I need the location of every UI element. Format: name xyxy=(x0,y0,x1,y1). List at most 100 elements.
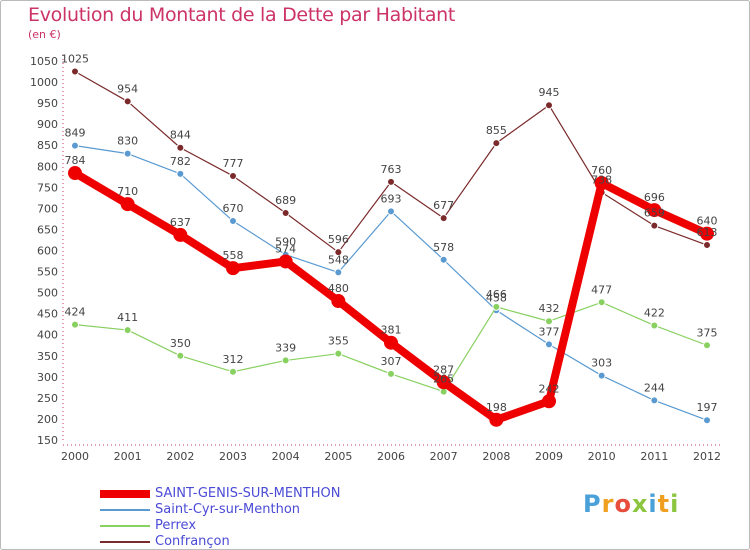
y-tick-label: 700 xyxy=(37,202,58,215)
y-tick-label: 650 xyxy=(37,223,58,236)
y-tick-label: 850 xyxy=(37,139,58,152)
x-tick-label: 2007 xyxy=(430,450,458,463)
legend-label: Confrançon xyxy=(155,534,230,549)
x-tick-label: 2011 xyxy=(640,450,668,463)
logo-letter: r xyxy=(601,490,615,518)
data-point xyxy=(278,254,293,269)
chart-title: Evolution du Montant de la Dette par Hab… xyxy=(28,4,456,26)
data-point xyxy=(703,341,711,350)
data-point xyxy=(281,356,290,365)
data-label: 689 xyxy=(275,194,296,207)
x-tick-label: 2001 xyxy=(114,450,142,463)
data-label: 855 xyxy=(486,124,507,137)
data-point xyxy=(68,166,82,181)
data-label: 954 xyxy=(117,82,138,95)
y-tick-label: 400 xyxy=(37,329,58,342)
data-label: 574 xyxy=(275,242,296,255)
legend: SAINT-GENIS-SUR-MENTHON Saint-Cyr-sur-Men… xyxy=(100,486,340,550)
data-point xyxy=(597,298,606,307)
data-label: 777 xyxy=(223,157,244,170)
y-tick-label: 500 xyxy=(37,287,58,300)
y-tick-label: 800 xyxy=(37,160,58,173)
data-label: 244 xyxy=(644,381,665,394)
data-point xyxy=(703,241,711,250)
x-tick-label: 2010 xyxy=(588,450,616,463)
data-label: 477 xyxy=(591,283,612,296)
data-point xyxy=(123,97,132,106)
logo-letter: o xyxy=(614,490,632,518)
data-label: 381 xyxy=(381,324,402,337)
data-point xyxy=(176,169,185,178)
y-tick-label: 350 xyxy=(37,350,58,363)
legend-swatch xyxy=(100,490,150,498)
y-tick-label: 150 xyxy=(37,434,58,447)
x-tick-label: 2006 xyxy=(377,450,405,463)
data-point xyxy=(334,349,343,358)
data-point xyxy=(71,67,79,76)
data-point xyxy=(123,149,132,158)
y-tick-label: 1000 xyxy=(30,76,58,89)
data-label: 578 xyxy=(433,241,454,254)
proxiti-logo: Proxiti xyxy=(583,490,679,518)
data-label: 424 xyxy=(65,306,86,319)
data-label: 303 xyxy=(591,357,612,370)
data-label: 784 xyxy=(65,154,86,167)
x-tick-label: 2012 xyxy=(693,450,721,463)
data-point xyxy=(384,335,398,350)
logo-letter: t xyxy=(657,490,671,518)
y-tick-label: 1050 xyxy=(30,55,58,68)
data-label: 242 xyxy=(539,382,560,395)
x-tick-label: 2009 xyxy=(535,450,563,463)
x-tick-label: 2002 xyxy=(166,450,194,463)
data-point xyxy=(542,394,556,409)
data-point xyxy=(492,302,501,311)
data-label: 422 xyxy=(644,306,665,319)
data-point xyxy=(229,217,237,226)
y-tick-label: 600 xyxy=(37,245,58,258)
data-point xyxy=(489,412,504,427)
data-label: 458 xyxy=(486,291,507,304)
data-point xyxy=(331,294,346,309)
data-label: 197 xyxy=(697,401,718,414)
data-label: 613 xyxy=(697,226,718,239)
data-label: 198 xyxy=(486,401,507,414)
data-label: 375 xyxy=(697,326,718,339)
y-tick-label: 900 xyxy=(37,118,58,131)
data-label: 1025 xyxy=(61,53,89,66)
data-label: 307 xyxy=(381,355,402,368)
data-label: 287 xyxy=(433,363,454,376)
data-point xyxy=(387,207,395,216)
data-label: 596 xyxy=(328,233,349,246)
data-label: 637 xyxy=(170,216,191,229)
x-tick-label: 2000 xyxy=(61,450,89,463)
data-label: 432 xyxy=(539,302,560,315)
data-point xyxy=(176,351,185,360)
y-tick-label: 250 xyxy=(37,392,58,405)
data-label: 466 xyxy=(486,288,507,301)
data-label: 830 xyxy=(117,135,138,148)
data-point xyxy=(545,340,553,349)
logo-letter: i xyxy=(670,490,680,518)
data-label: 738 xyxy=(591,173,612,186)
data-point xyxy=(176,143,185,152)
legend-swatch xyxy=(100,509,150,511)
data-point xyxy=(647,203,662,218)
data-point xyxy=(700,226,714,241)
data-label: 480 xyxy=(328,282,349,295)
legend-swatch xyxy=(100,541,150,543)
data-label: 590 xyxy=(275,236,296,249)
data-point xyxy=(173,227,188,242)
data-point xyxy=(650,396,659,405)
data-label: 558 xyxy=(223,249,244,262)
legend-label: SAINT-GENIS-SUR-MENTHON xyxy=(155,486,341,501)
data-point xyxy=(703,416,711,425)
data-label: 693 xyxy=(381,192,402,205)
y-tick-label: 300 xyxy=(37,371,58,384)
data-point xyxy=(650,221,659,230)
data-label: 945 xyxy=(539,86,560,99)
data-point xyxy=(334,268,343,277)
x-tick-label: 2008 xyxy=(482,450,510,463)
data-label: 677 xyxy=(433,199,454,212)
data-point xyxy=(387,177,395,186)
